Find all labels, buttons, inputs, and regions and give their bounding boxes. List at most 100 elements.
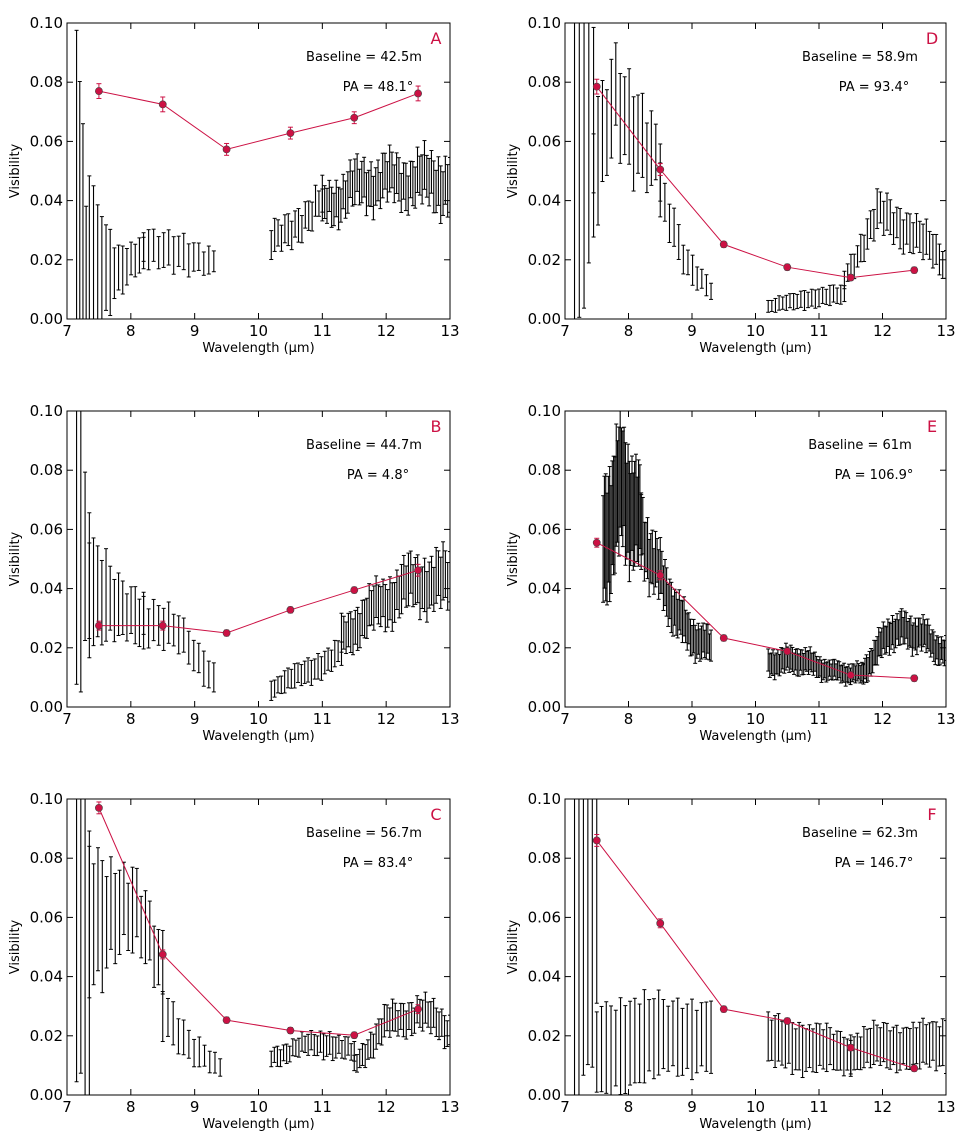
panel-b-model-marker (95, 621, 103, 630)
panel-d-observed-errorbar (907, 213, 912, 253)
panel-a-observed-errorbar (406, 175, 411, 216)
panel-b-ylabel: Visibility (8, 531, 23, 586)
panel-f-ytick-label: 0.04 (528, 968, 561, 986)
panel-a-observed-errorbar (146, 229, 151, 271)
panel-a-observed-errorbar (166, 229, 171, 266)
panel-b-observed-errorbar (124, 593, 129, 642)
panel-d-observed-errorbar (649, 110, 654, 186)
panel-d-observed-errorbar (604, 89, 609, 176)
panel-f-observed-errorbar (901, 1027, 906, 1065)
panel-d-xtick-label: 11 (809, 322, 828, 340)
panel-a-observed-errorbar (171, 236, 176, 275)
panel-c-xtick-label: 13 (440, 1098, 459, 1116)
panel-b-xtick-label: 13 (440, 710, 459, 728)
panel-f-observed-errorbar (776, 1013, 781, 1062)
panel-f-observed-errorbar (917, 1021, 922, 1070)
panel-d-observed-errorbar (787, 293, 792, 309)
panel-b-model-marker (158, 621, 167, 630)
panel-b-observed-errorbar (83, 471, 88, 642)
panel-f-observed-errorbar (690, 998, 694, 1081)
panel-a-model-marker (158, 100, 167, 109)
panel-d-model-marker (783, 263, 792, 272)
panel-c-xtick-label: 7 (62, 1098, 72, 1116)
panel-d-observed-errorbar (927, 230, 932, 260)
panel-a-observed-errorbar (124, 248, 129, 286)
panel-b-ytick-label: 0.00 (30, 698, 63, 716)
panel-c-observed-errorbar (330, 1036, 335, 1062)
panel-c-ytick-label: 0.02 (30, 1027, 63, 1045)
panel-f-observed-errorbar (585, 799, 590, 1066)
panel-a-observed-errorbar (336, 186, 341, 231)
panel-c-observed-errorbar (181, 1019, 186, 1056)
panel-d-observed-errorbar (848, 253, 853, 278)
panel-d-observed-errorbar (802, 290, 807, 311)
panel-c-observed-errorbar (160, 991, 165, 1043)
panel-a-observed-errorbar (387, 144, 392, 193)
panel-f-observed-errorbar (807, 1024, 812, 1069)
panel-a-letter: A (431, 29, 442, 48)
panel-b-model-point (222, 629, 231, 637)
panel-c: 7 8 9 10 11 12 13 0.00 0.02 0.04 0.06 0.08 0.10 Wavel… (8, 790, 460, 1132)
panel-c-observed-errorbar (287, 1045, 292, 1063)
panel-a-observed-errorbar (293, 210, 298, 238)
panel-a-observed-errorbar (403, 162, 408, 212)
panel-f-observed-errorbar (804, 1028, 809, 1072)
panel-c-model-point (286, 1026, 295, 1035)
panel-d-observed-errorbar (865, 218, 870, 250)
panel-a-observed-errorbar (329, 186, 334, 228)
panel-b-observed-errorbar (438, 556, 443, 609)
panel-b-observed-errorbar (319, 656, 324, 681)
panel-a-xtick-label: 9 (190, 322, 200, 340)
panel-d-observed-errorbar (676, 224, 681, 260)
panel-b-ytick-label: 0.08 (30, 461, 63, 479)
panel-a-observed-errorbar (410, 161, 415, 207)
panel-f-observed-errorbar (940, 1018, 945, 1067)
panel-c-observed-errorbar (382, 1003, 387, 1038)
panel-b-observed-errorbar (201, 650, 206, 687)
panel-f-model-point (783, 1017, 792, 1025)
panel-a-ytick-label: 0.04 (30, 192, 63, 210)
panel-e-axes-frame (564, 410, 947, 708)
panel-b-xtick-label: 10 (249, 710, 268, 728)
panel-d-model-point (656, 163, 665, 176)
panel-f-xtick-label: 10 (746, 1098, 765, 1116)
panel-a-observed-errorbar (299, 215, 304, 244)
panel-f-observed-errorbar (930, 1021, 935, 1061)
panel-e-model-line (596, 542, 915, 679)
panel-d-ytick-label: 0.10 (528, 14, 561, 32)
panel-b-ytick-label: 0.06 (30, 520, 63, 538)
panel-f-model-marker (592, 836, 601, 845)
panel-e-ytick-label: 0.00 (528, 698, 561, 716)
panel-a-observed-errorbar (272, 217, 277, 252)
panel-f-observed-errorbar (666, 1005, 671, 1072)
panel-f-observed-errorbar (766, 1011, 771, 1062)
panel-f-observed-errorbar (878, 1027, 883, 1066)
panel-b-ytick-label: 0.10 (30, 402, 63, 420)
panel-c-baseline-annotation: Baseline = 56.7m (306, 826, 422, 841)
panel-f-observed-errorbar (581, 799, 586, 1076)
panel-b-observed-errorbar (279, 675, 284, 695)
panel-b-ytick-label: 0.02 (30, 639, 63, 657)
panel-a-observed-errorbar (445, 164, 450, 218)
panel-a-observed-errorbar (399, 172, 404, 213)
panel-d-observed-errorbar (709, 282, 714, 300)
panel-c-observed-errorbar (74, 799, 79, 1083)
panel-f-observed-errorbar (623, 1005, 628, 1095)
panel-f-observed-errorbar (924, 1024, 929, 1065)
panel-f-observed-errorbar (834, 1030, 839, 1071)
panel-f-observed-errorbar (704, 1001, 709, 1072)
panel-b-xtick-label: 7 (62, 710, 72, 728)
panel-b-observed-errorbar (104, 548, 109, 642)
panel-e-ytick-label: 0.10 (528, 402, 561, 420)
panel-e-model-marker (846, 671, 855, 679)
panel-a-observed-errorbar (352, 158, 357, 206)
panel-d-observed-errorbar (622, 76, 627, 156)
panel-f-xtick-label: 9 (687, 1098, 697, 1116)
panel-d-observed-errorbar (681, 244, 686, 275)
panel-d-xtick-label: 9 (687, 322, 697, 340)
panel-b-data (74, 411, 450, 701)
panel-c-observed-errorbar (404, 1010, 409, 1040)
panel-c-observed-errorbar (121, 861, 126, 936)
panel-c-observed-errorbar (406, 1002, 411, 1030)
